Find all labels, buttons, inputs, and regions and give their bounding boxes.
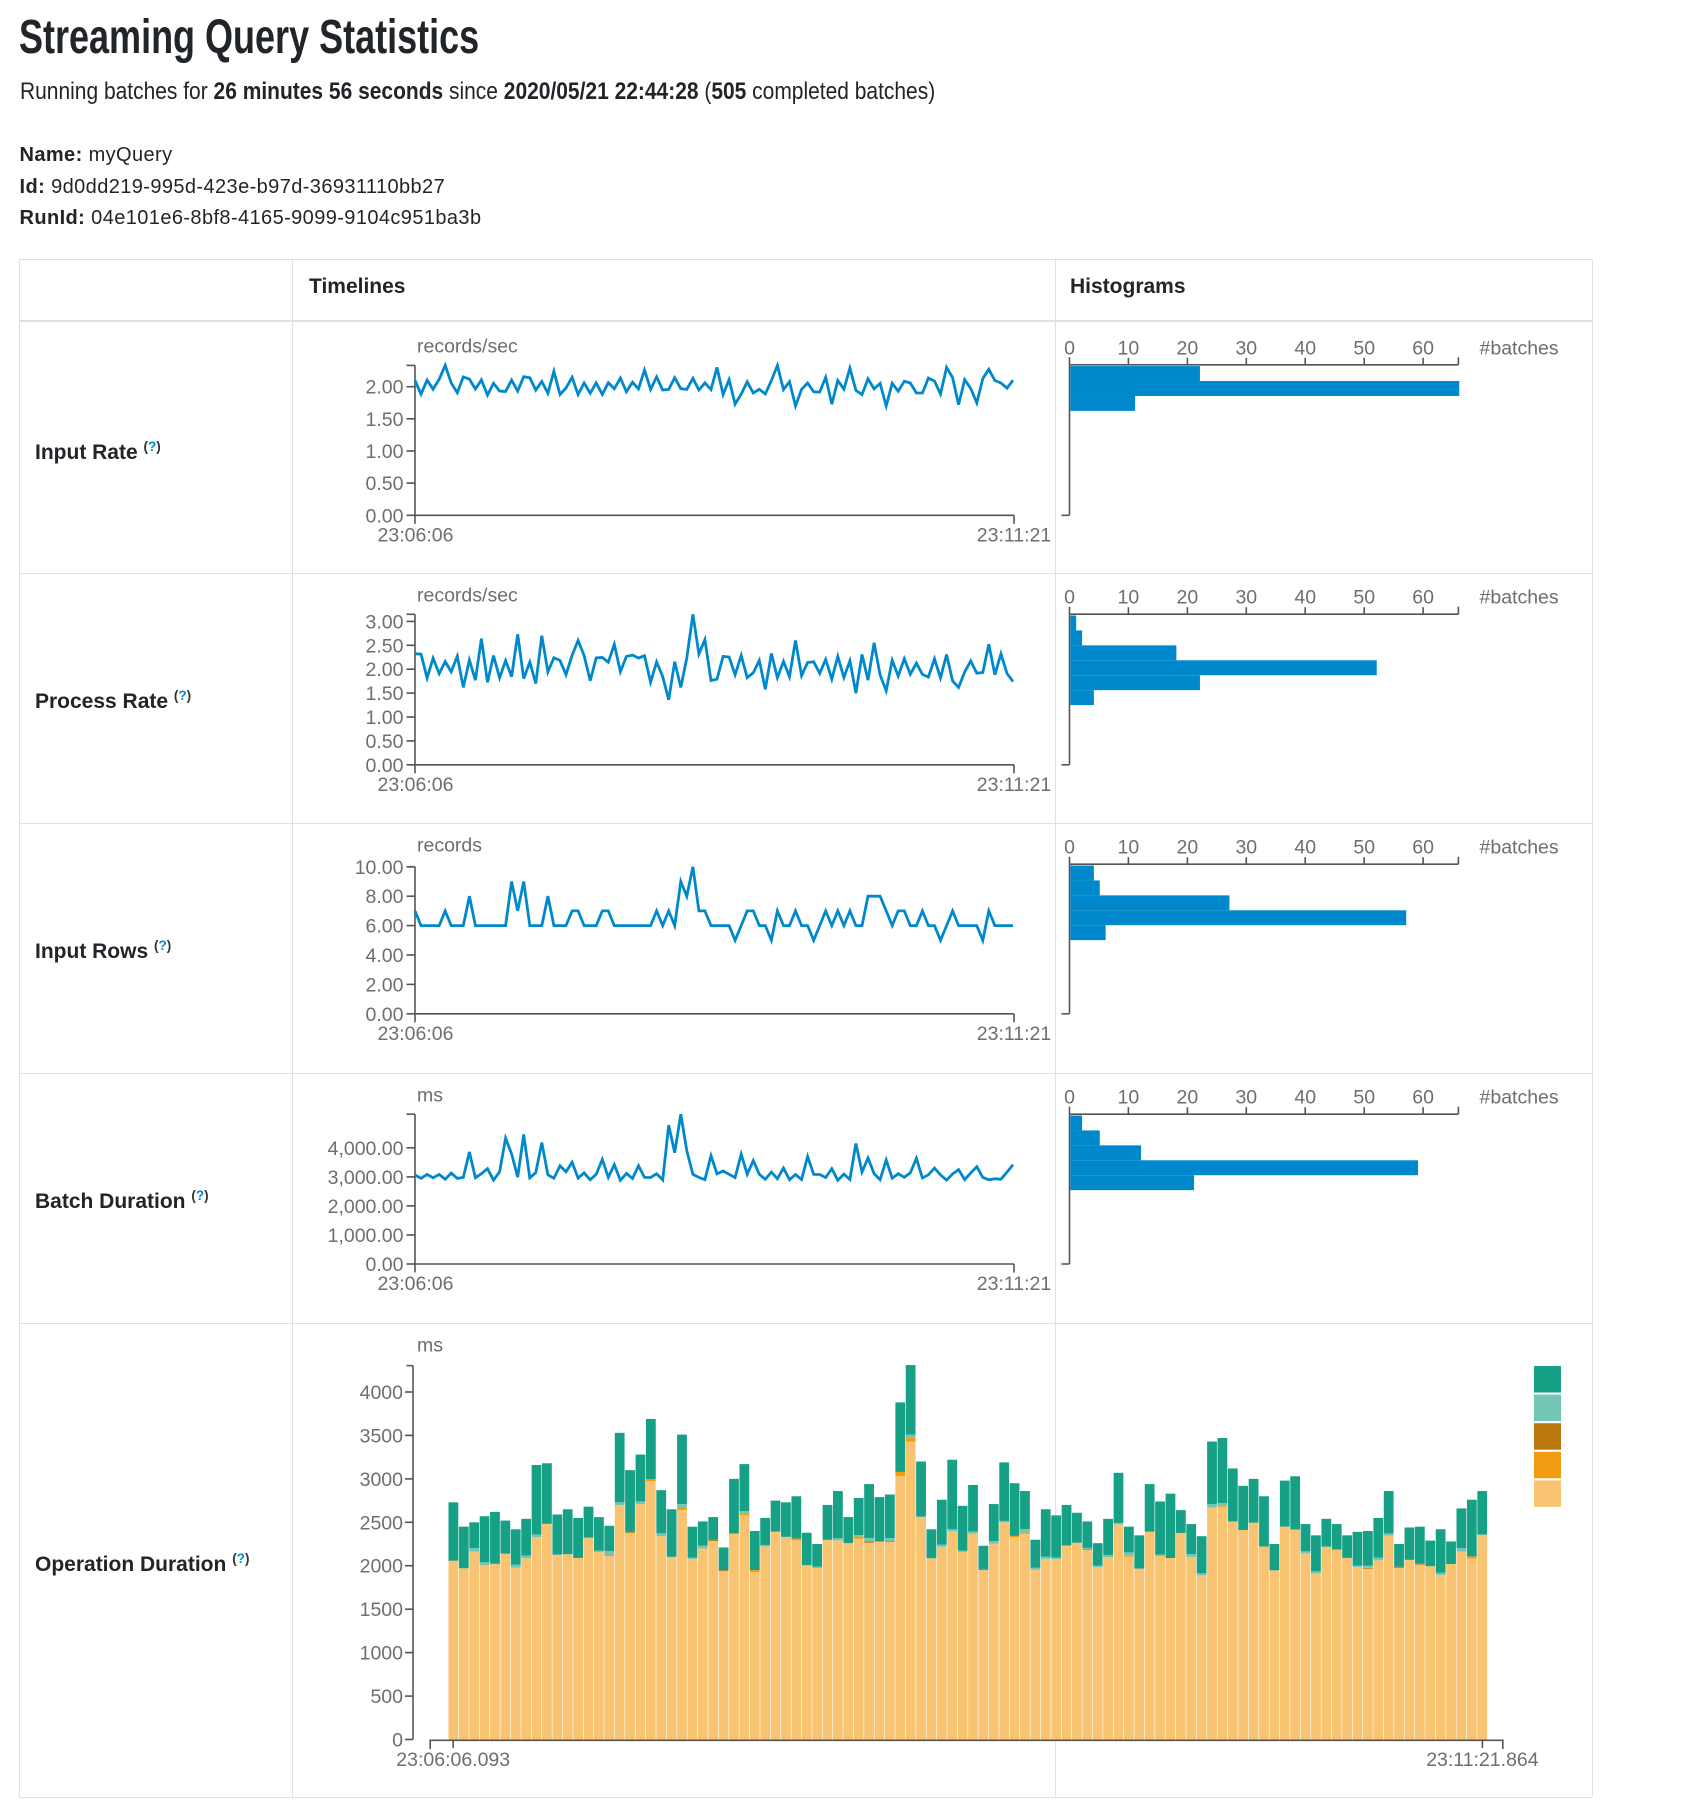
svg-text:1.00: 1.00 <box>366 707 404 729</box>
svg-text:23:06:06: 23:06:06 <box>378 524 454 546</box>
svg-text:1.00: 1.00 <box>366 441 404 463</box>
svg-text:500: 500 <box>370 1686 403 1708</box>
svg-text:30: 30 <box>1235 1087 1257 1109</box>
svg-text:3000: 3000 <box>360 1469 404 1491</box>
svg-text:60: 60 <box>1412 1087 1434 1109</box>
svg-text:records: records <box>417 834 482 856</box>
svg-text:2.00: 2.00 <box>366 974 404 996</box>
svg-text:ms: ms <box>417 1334 443 1356</box>
svg-text:2.50: 2.50 <box>366 635 404 657</box>
svg-text:23:11:21: 23:11:21 <box>977 1273 1051 1295</box>
svg-text:ms: ms <box>417 1084 443 1106</box>
svg-text:0: 0 <box>1064 1087 1075 1109</box>
svg-text:10: 10 <box>1118 587 1140 609</box>
svg-text:#batches: #batches <box>1480 1087 1559 1109</box>
svg-text:0.00: 0.00 <box>366 755 404 777</box>
svg-text:8.00: 8.00 <box>366 886 404 908</box>
svg-text:2000: 2000 <box>360 1556 404 1578</box>
svg-text:60: 60 <box>1412 337 1434 359</box>
svg-text:3,000.00: 3,000.00 <box>328 1167 404 1189</box>
svg-text:0.50: 0.50 <box>366 731 404 753</box>
svg-text:23:06:06: 23:06:06 <box>378 774 454 796</box>
svg-text:#batches: #batches <box>1480 337 1559 359</box>
svg-text:3.00: 3.00 <box>366 611 404 633</box>
svg-text:6.00: 6.00 <box>366 916 404 938</box>
svg-text:50: 50 <box>1353 337 1375 359</box>
svg-text:4.00: 4.00 <box>366 945 404 967</box>
svg-text:50: 50 <box>1353 837 1375 859</box>
svg-text:23:11:21.864: 23:11:21.864 <box>1426 1749 1539 1771</box>
svg-text:20: 20 <box>1177 1087 1199 1109</box>
svg-text:#batches: #batches <box>1480 837 1559 859</box>
svg-text:1000: 1000 <box>360 1643 404 1665</box>
svg-text:30: 30 <box>1235 587 1257 609</box>
svg-text:23:06:06.093: 23:06:06.093 <box>396 1749 510 1771</box>
svg-text:23:06:06: 23:06:06 <box>378 1273 454 1295</box>
svg-text:20: 20 <box>1177 837 1199 859</box>
svg-text:10: 10 <box>1118 837 1140 859</box>
svg-text:20: 20 <box>1177 587 1199 609</box>
svg-text:23:11:21: 23:11:21 <box>977 524 1051 546</box>
svg-text:23:11:21: 23:11:21 <box>977 1023 1051 1045</box>
svg-text:0: 0 <box>392 1730 403 1752</box>
svg-text:4,000.00: 4,000.00 <box>328 1138 404 1160</box>
svg-text:30: 30 <box>1235 837 1257 859</box>
svg-text:40: 40 <box>1294 587 1316 609</box>
svg-text:60: 60 <box>1412 837 1434 859</box>
svg-text:2,000.00: 2,000.00 <box>328 1196 404 1218</box>
svg-text:0: 0 <box>1064 337 1075 359</box>
svg-text:0: 0 <box>1064 587 1075 609</box>
svg-text:30: 30 <box>1235 337 1257 359</box>
svg-text:0.00: 0.00 <box>366 505 404 527</box>
svg-text:10.00: 10.00 <box>355 857 404 879</box>
svg-text:23:11:21: 23:11:21 <box>977 774 1051 796</box>
svg-text:1.50: 1.50 <box>366 683 404 705</box>
svg-text:50: 50 <box>1353 1087 1375 1109</box>
svg-text:0.50: 0.50 <box>366 473 404 495</box>
svg-text:2.00: 2.00 <box>366 377 404 399</box>
svg-text:20: 20 <box>1177 337 1199 359</box>
svg-text:40: 40 <box>1294 337 1316 359</box>
svg-text:60: 60 <box>1412 587 1434 609</box>
svg-text:1500: 1500 <box>360 1599 404 1621</box>
svg-text:2500: 2500 <box>360 1512 404 1534</box>
svg-text:3500: 3500 <box>360 1425 404 1447</box>
svg-text:4000: 4000 <box>360 1382 404 1404</box>
svg-text:records/sec: records/sec <box>417 585 518 607</box>
svg-text:1.50: 1.50 <box>366 409 404 431</box>
svg-text:23:06:06: 23:06:06 <box>378 1023 454 1045</box>
svg-text:#batches: #batches <box>1480 587 1559 609</box>
svg-text:2.00: 2.00 <box>366 659 404 681</box>
svg-text:0: 0 <box>1064 837 1075 859</box>
svg-text:10: 10 <box>1118 1087 1140 1109</box>
svg-text:0.00: 0.00 <box>366 1004 404 1026</box>
svg-text:records/sec: records/sec <box>417 335 518 357</box>
svg-text:40: 40 <box>1294 1087 1316 1109</box>
svg-text:40: 40 <box>1294 837 1316 859</box>
svg-text:1,000.00: 1,000.00 <box>328 1225 404 1247</box>
svg-text:10: 10 <box>1118 337 1140 359</box>
svg-text:50: 50 <box>1353 587 1375 609</box>
svg-text:0.00: 0.00 <box>366 1254 404 1276</box>
